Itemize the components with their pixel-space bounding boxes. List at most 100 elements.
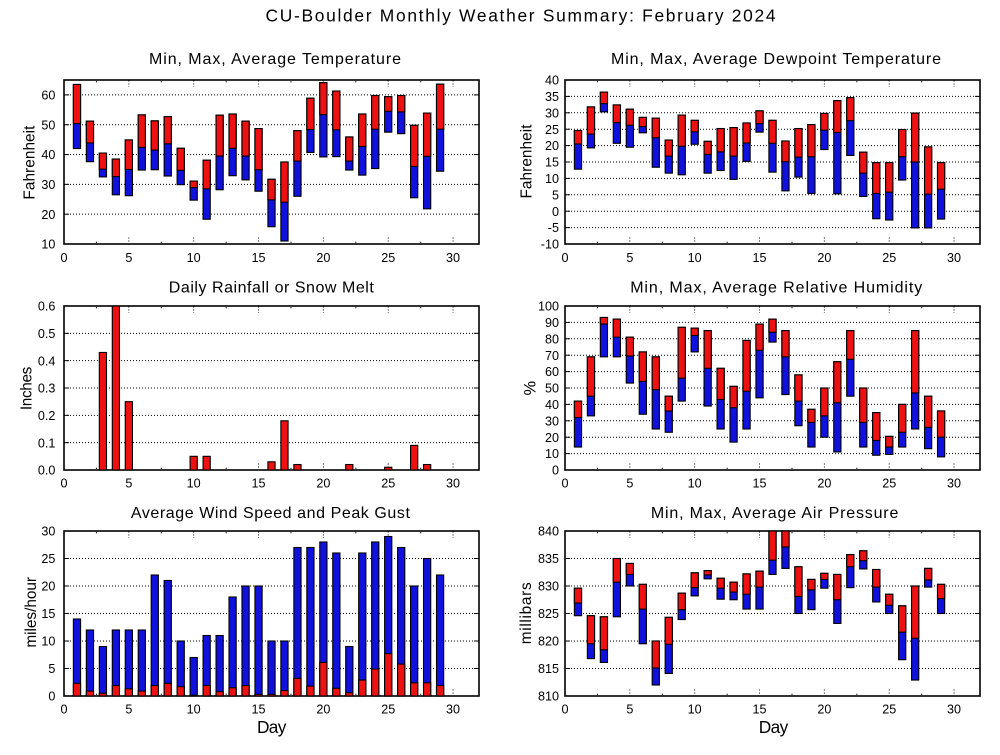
- svg-text:60: 60: [545, 365, 559, 379]
- svg-text:30: 30: [446, 251, 460, 265]
- svg-text:10: 10: [545, 447, 559, 461]
- svg-text:10: 10: [187, 251, 201, 265]
- svg-text:30: 30: [947, 251, 961, 265]
- svg-text:10: 10: [187, 703, 201, 717]
- svg-text:5: 5: [48, 662, 55, 676]
- svg-text:0.0: 0.0: [38, 464, 56, 478]
- svg-text:15: 15: [753, 251, 767, 265]
- svg-text:20: 20: [41, 208, 55, 222]
- svg-text:50: 50: [41, 118, 55, 132]
- svg-text:50: 50: [545, 382, 559, 396]
- svg-text:30: 30: [41, 178, 55, 192]
- svg-text:Inches: Inches: [18, 366, 35, 410]
- svg-text:25: 25: [381, 251, 395, 265]
- svg-text:10: 10: [688, 251, 702, 265]
- svg-text:0.4: 0.4: [38, 354, 56, 368]
- svg-text:0: 0: [561, 477, 568, 491]
- svg-text:0: 0: [561, 251, 568, 265]
- svg-text:0: 0: [60, 251, 67, 265]
- svg-text:0: 0: [561, 703, 568, 717]
- svg-text:80: 80: [545, 332, 559, 346]
- svg-text:25: 25: [545, 123, 559, 137]
- svg-text:10: 10: [41, 238, 55, 252]
- svg-text:10: 10: [545, 172, 559, 186]
- svg-text:25: 25: [41, 552, 55, 566]
- svg-text:20: 20: [817, 703, 831, 717]
- svg-text:835: 835: [538, 552, 559, 566]
- svg-text:25: 25: [381, 477, 395, 491]
- svg-text:Fahrenheit: Fahrenheit: [22, 125, 39, 200]
- svg-text:0: 0: [48, 690, 55, 704]
- svg-text:30: 30: [446, 477, 460, 491]
- svg-text:10: 10: [688, 703, 702, 717]
- svg-text:5: 5: [626, 703, 633, 717]
- svg-text:40: 40: [545, 398, 559, 412]
- svg-text:-5: -5: [548, 221, 559, 235]
- svg-text:20: 20: [545, 431, 559, 445]
- svg-text:15: 15: [41, 607, 55, 621]
- svg-text:Day: Day: [759, 717, 789, 737]
- svg-text:0.2: 0.2: [38, 409, 56, 423]
- svg-text:5: 5: [125, 477, 132, 491]
- svg-text:820: 820: [538, 635, 559, 649]
- svg-text:810: 810: [538, 690, 559, 704]
- svg-text:Min, Max, Average Temperature: Min, Max, Average Temperature: [149, 51, 401, 68]
- svg-text:20: 20: [316, 477, 330, 491]
- svg-text:0.5: 0.5: [38, 327, 56, 341]
- svg-text:35: 35: [545, 90, 559, 104]
- svg-text:5: 5: [626, 251, 633, 265]
- svg-text:15: 15: [753, 703, 767, 717]
- svg-text:Day: Day: [257, 717, 287, 737]
- svg-text:15: 15: [545, 156, 559, 170]
- svg-text:Fahrenheit: Fahrenheit: [519, 124, 536, 199]
- svg-text:25: 25: [882, 251, 896, 265]
- svg-text:5: 5: [125, 703, 132, 717]
- svg-text:15: 15: [753, 477, 767, 491]
- svg-text:60: 60: [41, 89, 55, 103]
- svg-text:30: 30: [545, 106, 559, 120]
- svg-text:30: 30: [947, 703, 961, 717]
- svg-text:10: 10: [688, 477, 702, 491]
- svg-text:70: 70: [545, 349, 559, 363]
- svg-text:100: 100: [538, 300, 559, 314]
- svg-text:Min, Max, Average Air Pressure: Min, Max, Average Air Pressure: [651, 505, 899, 522]
- svg-text:CU-Boulder Monthly Weather Sum: CU-Boulder Monthly Weather Summary: Febr…: [266, 6, 776, 26]
- svg-text:825: 825: [538, 607, 559, 621]
- svg-text:10: 10: [41, 635, 55, 649]
- svg-text:Min, Max, Average Relative Hum: Min, Max, Average Relative Humidity: [630, 279, 922, 296]
- svg-text:0: 0: [552, 205, 559, 219]
- svg-text:25: 25: [882, 703, 896, 717]
- svg-text:20: 20: [817, 251, 831, 265]
- svg-text:40: 40: [545, 74, 559, 88]
- svg-text:30: 30: [947, 477, 961, 491]
- svg-text:815: 815: [538, 662, 559, 676]
- svg-text:0.1: 0.1: [38, 436, 56, 450]
- svg-text:5: 5: [552, 188, 559, 202]
- svg-text:0.3: 0.3: [38, 382, 56, 396]
- svg-text:20: 20: [41, 580, 55, 594]
- svg-text:20: 20: [545, 139, 559, 153]
- svg-text:30: 30: [446, 703, 460, 717]
- svg-text:840: 840: [538, 525, 559, 539]
- svg-text:Average Wind Speed and Peak Gu: Average Wind Speed and Peak Gust: [131, 505, 411, 522]
- svg-text:millibars: millibars: [518, 582, 535, 644]
- svg-text:25: 25: [381, 703, 395, 717]
- svg-text:20: 20: [316, 251, 330, 265]
- svg-text:0: 0: [552, 464, 559, 478]
- svg-text:0: 0: [60, 703, 67, 717]
- svg-text:0.6: 0.6: [38, 300, 56, 314]
- svg-text:20: 20: [817, 477, 831, 491]
- svg-text:Min, Max, Average Dewpoint Tem: Min, Max, Average Dewpoint Temperature: [611, 51, 941, 68]
- svg-text:30: 30: [545, 414, 559, 428]
- svg-text:%: %: [522, 381, 540, 396]
- svg-text:5: 5: [125, 251, 132, 265]
- svg-text:15: 15: [252, 251, 266, 265]
- svg-text:0: 0: [60, 477, 67, 491]
- svg-text:10: 10: [187, 477, 201, 491]
- svg-text:40: 40: [41, 148, 55, 162]
- svg-text:Daily Rainfall or Snow Melt: Daily Rainfall or Snow Melt: [169, 279, 375, 296]
- svg-text:25: 25: [882, 477, 896, 491]
- svg-text:20: 20: [316, 703, 330, 717]
- svg-text:30: 30: [41, 525, 55, 539]
- svg-text:-10: -10: [541, 238, 559, 252]
